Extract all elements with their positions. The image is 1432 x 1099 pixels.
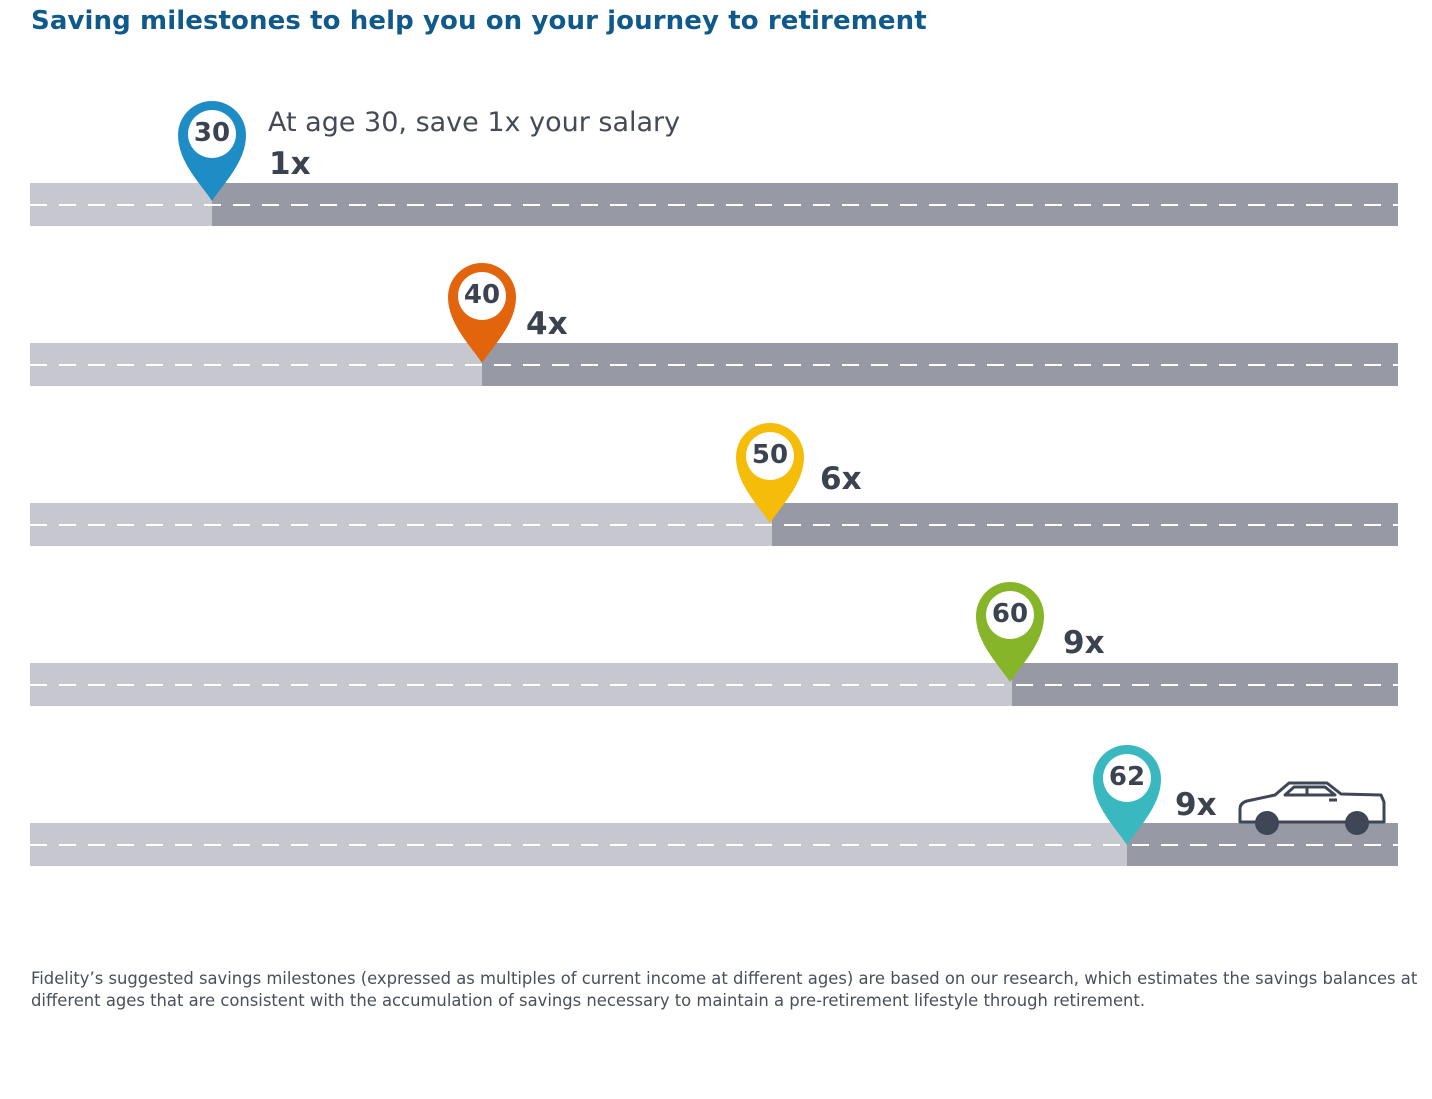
road — [30, 343, 1398, 386]
road-center-line — [30, 364, 1398, 366]
milestone-pin-60: 60 — [975, 581, 1045, 683]
road — [30, 823, 1398, 866]
milestone-pin-50: 50 — [735, 422, 805, 524]
milestone-row-40: 40 4x — [0, 246, 1432, 386]
road-center-line — [30, 524, 1398, 526]
road-center-line — [30, 844, 1398, 846]
savings-multiple: 9x — [1175, 787, 1217, 823]
pin-age-label: 50 — [751, 440, 789, 470]
milestone-row-50: 50 6x — [0, 406, 1432, 546]
road — [30, 663, 1398, 706]
milestone-pin-30: 30 — [177, 100, 247, 202]
milestone-pin-62: 62 — [1092, 744, 1162, 846]
road-center-line — [30, 684, 1398, 686]
milestone-row-62: 62 9x — [0, 726, 1432, 866]
road — [30, 183, 1398, 226]
road — [30, 503, 1398, 546]
milestone-row-30: 30 At age 30, save 1x your salary 1x — [0, 86, 1432, 226]
car-icon — [1238, 781, 1386, 835]
pin-age-label: 62 — [1108, 762, 1146, 792]
savings-multiple: 4x — [526, 306, 568, 342]
savings-multiple: 9x — [1063, 625, 1105, 661]
pin-age-label: 40 — [463, 280, 501, 310]
savings-multiple: 6x — [820, 461, 862, 497]
milestone-pin-40: 40 — [447, 262, 517, 364]
footnote: Fidelity’s suggested savings milestones … — [31, 969, 1418, 1010]
road-center-line — [30, 204, 1398, 206]
milestone-caption: At age 30, save 1x your salary — [268, 107, 681, 138]
milestone-row-60: 60 9x — [0, 566, 1432, 706]
savings-multiple: 1x — [269, 146, 311, 182]
page-title: Saving milestones to help you on your jo… — [31, 6, 927, 36]
pin-age-label: 30 — [193, 118, 231, 148]
pin-age-label: 60 — [991, 599, 1029, 629]
